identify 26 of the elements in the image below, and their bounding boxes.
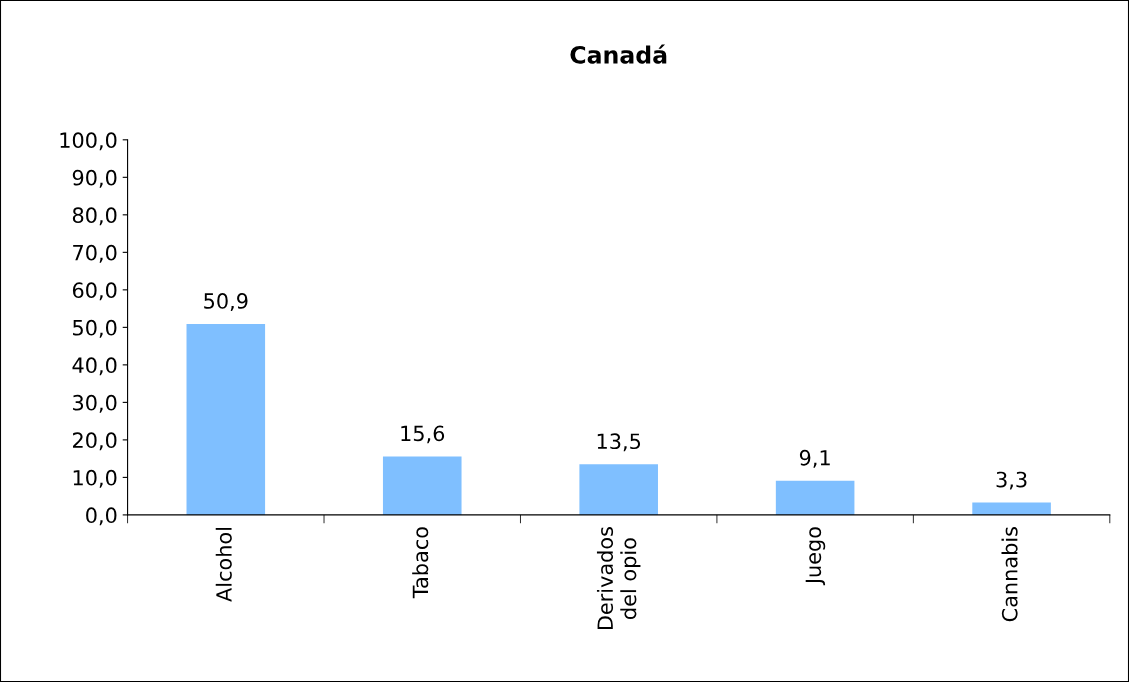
y-tick-label: 80,0 xyxy=(72,207,117,226)
y-tick-label: 10,0 xyxy=(73,469,117,488)
bar xyxy=(775,480,855,515)
bar xyxy=(579,464,658,515)
y-tick-label: 30,0 xyxy=(73,394,117,413)
y-tick-label: 50,0 xyxy=(73,319,117,338)
data-label: 3,3 xyxy=(996,471,1027,490)
x-tick-label: Tabaco xyxy=(412,527,429,599)
bar xyxy=(382,456,462,515)
data-label: 9,1 xyxy=(799,449,830,468)
y-tick-label: 0,0 xyxy=(86,507,117,526)
bar xyxy=(186,323,266,515)
data-label: 50,9 xyxy=(204,293,248,311)
y-tick-label: 70,0 xyxy=(73,244,117,263)
data-label: 13,5 xyxy=(597,433,641,452)
y-tick-label: 100,0 xyxy=(60,132,117,151)
x-tick-label: Alcohol xyxy=(215,527,232,602)
y-tick-label: 40,0 xyxy=(72,357,117,376)
chart-title: Canadá xyxy=(570,44,667,64)
data-label: 15,6 xyxy=(401,425,445,444)
y-tick-label: 90,0 xyxy=(72,169,117,188)
y-tick-label: 20,0 xyxy=(72,432,117,451)
x-tick-label: Juego xyxy=(805,527,826,586)
x-tick-label: Cannabis xyxy=(1001,527,1018,622)
x-tick-label: Derivados del opio xyxy=(596,527,641,630)
y-tick-label: 60,0 xyxy=(72,282,117,301)
